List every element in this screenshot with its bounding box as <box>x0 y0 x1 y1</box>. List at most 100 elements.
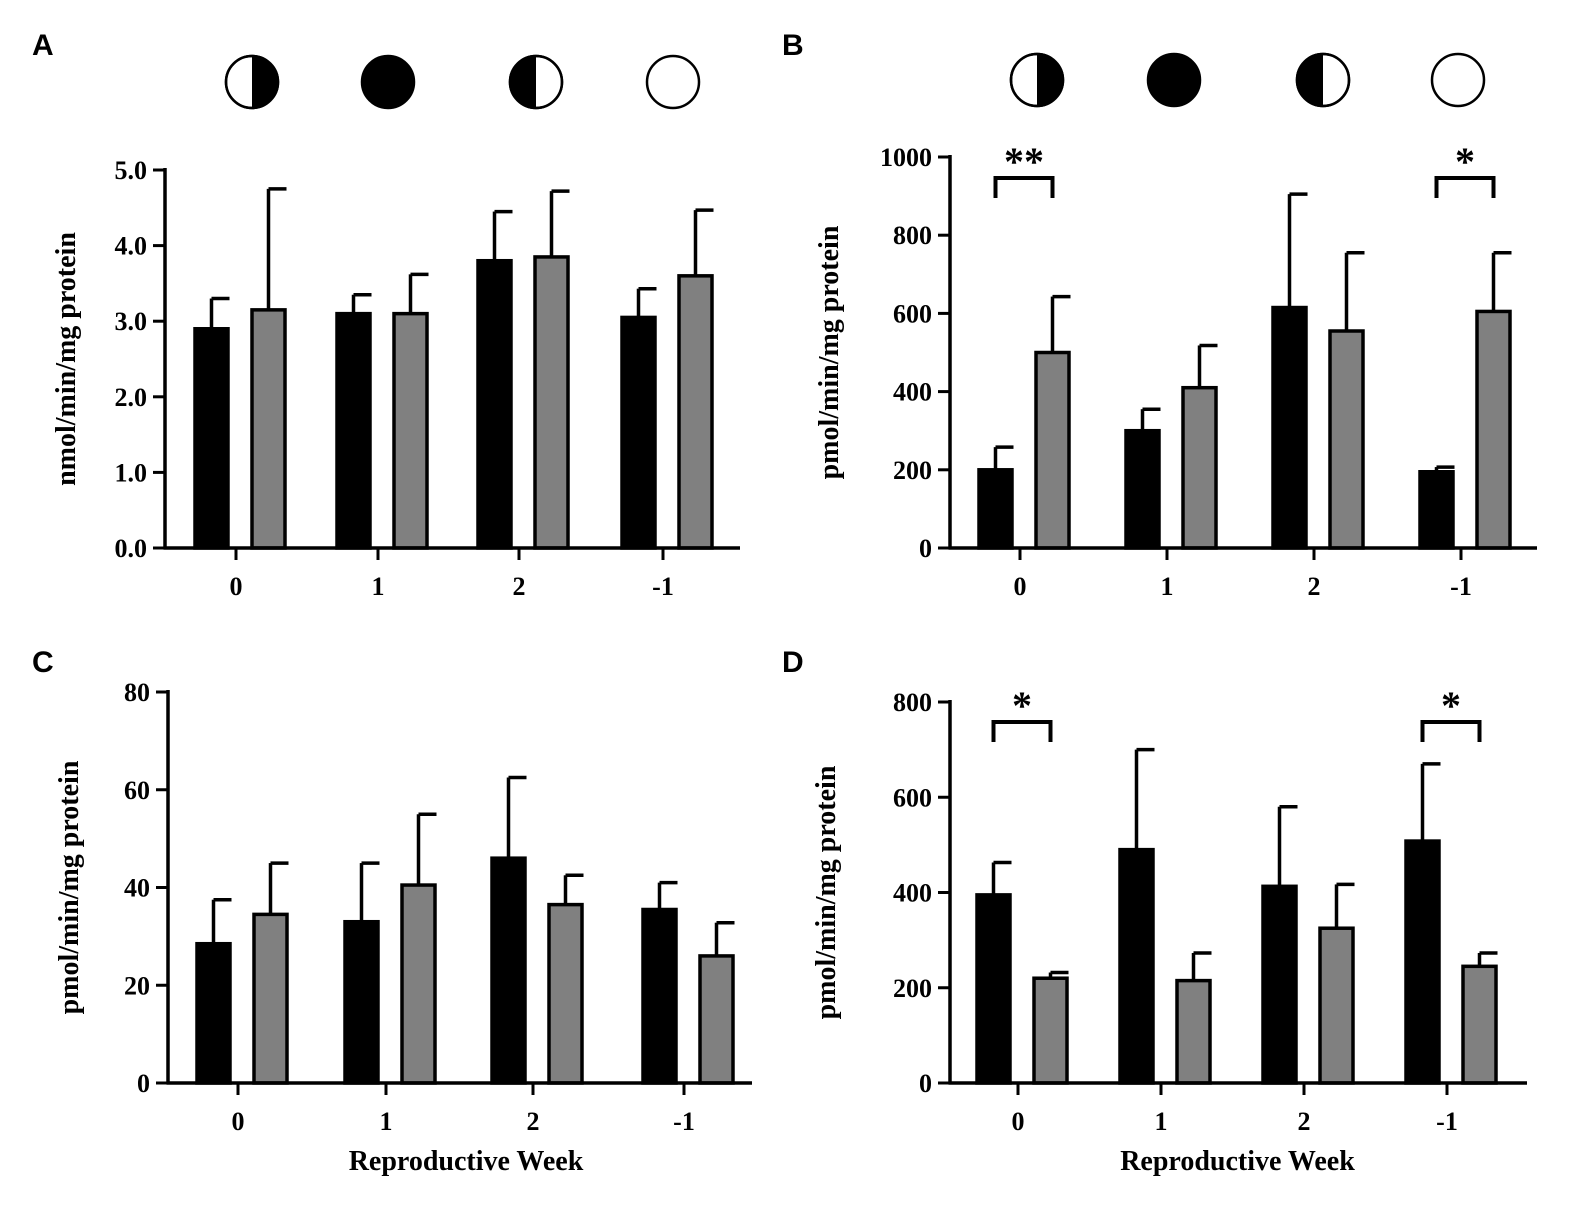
panel-c-bar-black-1 <box>343 919 380 1085</box>
panel-a-ytick-label-5: 5.0 <box>115 156 148 185</box>
panel-b-bar-black-0 <box>977 468 1014 550</box>
panel-a-full-moon-icon-disc <box>645 54 701 110</box>
panel-d-sig-bracket-1 <box>1420 720 1482 742</box>
panel-b-bar-black-2 <box>1271 305 1308 550</box>
panel-c-xtick-label-1: 1 <box>380 1107 393 1136</box>
panel-a-last-quarter-moon-icon-shade <box>510 56 536 108</box>
panel-c-bar-gray-2 <box>547 902 584 1085</box>
panel-a-xtick-label-1: 1 <box>372 572 385 601</box>
panel-b-xtick-label-3: -1 <box>1450 572 1472 601</box>
panel-c-ytick-label-4: 80 <box>124 678 150 707</box>
panel-d-sig-label-0: * <box>1012 683 1032 728</box>
panel-b-bar-gray-2 <box>1328 329 1365 550</box>
panel-b-new-moon-icon-disc <box>1146 52 1202 108</box>
panel-a-ytick-label-1: 1.0 <box>115 458 148 487</box>
panel-c-x-axis-title: Reproductive Week <box>349 1146 584 1177</box>
panel-a-full-moon-icon <box>645 54 701 110</box>
panel-b-ytick-label-4: 800 <box>893 221 932 250</box>
panel-d-ytick-label-4: 800 <box>893 688 932 717</box>
panel-b-new-moon-icon <box>1146 52 1202 108</box>
panel-a-first-quarter-moon-icon <box>224 54 280 110</box>
panel-a-last-quarter-moon-icon-rim <box>508 54 564 110</box>
panel-a-xtick-label-3: -1 <box>652 572 674 601</box>
panel-a-ytick-label-3: 3.0 <box>115 307 148 336</box>
panel-a-xtick-label-0: 0 <box>230 572 243 601</box>
panel-b-ytick-label-5: 1000 <box>880 143 932 172</box>
panel-c-bar-black-0 <box>195 941 232 1085</box>
panel-a-first-quarter-moon-icon-rim <box>224 54 280 110</box>
panel-d-bar-gray-0 <box>1032 976 1069 1085</box>
panel-d-ytick-label-0: 0 <box>919 1069 932 1098</box>
panel-d-sig-bracket-0 <box>991 720 1053 742</box>
panel-b-ytick-label-3: 600 <box>893 299 932 328</box>
panel-b-last-quarter-moon-icon-rim <box>1295 52 1351 108</box>
panel-c-xtick-label-0: 0 <box>232 1107 245 1136</box>
panel-d-sig-label-1: * <box>1441 683 1461 728</box>
panel-b-first-quarter-moon-icon-rim <box>1009 52 1065 108</box>
panel-d-xtick-label-3: -1 <box>1436 1107 1458 1136</box>
panel-b-letter: B <box>782 29 804 62</box>
panel-a-y-axis-title: nmol/min/mg protein <box>51 232 82 486</box>
panel-b-sig-label-0: ** <box>1004 139 1044 184</box>
panel-b-xtick-label-0: 0 <box>1014 572 1027 601</box>
panel-d-y-axis-title: pmol/min/mg protein <box>811 765 842 1019</box>
panel-c-xtick-label-2: 2 <box>527 1107 540 1136</box>
panel-a-ytick-label-2: 2.0 <box>115 383 148 412</box>
panel-a-bar-gray-2 <box>533 255 570 550</box>
panel-c-letter: C <box>32 646 54 679</box>
panel-a-bar-black-1 <box>335 311 372 550</box>
panel-a-first-quarter-moon-icon-shade <box>252 56 278 108</box>
panel-b-bar-black-3 <box>1418 470 1455 550</box>
panel-d-bar-black-2 <box>1261 884 1298 1085</box>
panel-b-ytick-label-0: 0 <box>919 534 932 563</box>
panel-b-bar-gray-1 <box>1181 385 1218 550</box>
panel-c-bar-black-2 <box>490 856 527 1085</box>
panel-d-letter: D <box>782 646 804 679</box>
panel-b-last-quarter-moon-icon <box>1295 52 1351 108</box>
panel-d-bar-black-1 <box>1118 847 1155 1085</box>
panel-d-ytick-label-1: 200 <box>893 974 932 1003</box>
panel-d-bar-gray-3 <box>1461 964 1498 1085</box>
panel-a-bar-gray-1 <box>392 311 429 550</box>
panel-d-xtick-label-2: 2 <box>1298 1107 1311 1136</box>
panel-c-xtick-label-3: -1 <box>673 1107 695 1136</box>
panel-c-bar-gray-0 <box>252 912 289 1085</box>
panel-a-ytick-label-0: 0.0 <box>115 534 148 563</box>
panel-c-ytick-label-1: 20 <box>124 971 150 1000</box>
panel-b-sig-bracket-1 <box>1434 176 1496 198</box>
panel-a-bar-black-2 <box>476 258 513 550</box>
panel-d-bar-gray-1 <box>1175 978 1212 1085</box>
panel-a-bar-gray-0 <box>250 308 287 550</box>
panel-b-sig-label-1: * <box>1455 139 1475 184</box>
panel-b-bar-gray-0 <box>1034 350 1071 550</box>
panel-d-bar-black-0 <box>975 893 1012 1085</box>
panel-b-sig-bracket-0 <box>993 176 1055 198</box>
panel-d-bar-black-3 <box>1404 839 1441 1085</box>
panel-c-ytick-label-0: 0 <box>137 1069 150 1098</box>
panel-a-xtick-label-2: 2 <box>513 572 526 601</box>
panel-a-last-quarter-moon-icon <box>508 54 564 110</box>
panel-b-ytick-label-1: 200 <box>893 456 932 485</box>
panel-a-bar-black-3 <box>620 315 657 550</box>
panel-d-ytick-label-3: 600 <box>893 783 932 812</box>
panel-d-x-axis-title: Reproductive Week <box>1120 1146 1355 1177</box>
panel-c-bar-black-3 <box>641 907 678 1085</box>
panel-c-bar-gray-3 <box>698 954 735 1085</box>
panel-d-ytick-label-2: 400 <box>893 879 932 908</box>
panel-b-xtick-label-2: 2 <box>1308 572 1321 601</box>
panel-b-y-axis-title: pmol/min/mg protein <box>814 225 845 479</box>
panel-b-ytick-label-2: 400 <box>893 378 932 407</box>
panel-d-xtick-label-0: 0 <box>1012 1107 1025 1136</box>
panel-a-letter: A <box>32 29 54 62</box>
panel-a-bar-gray-3 <box>677 274 714 550</box>
panel-b-bar-gray-3 <box>1475 309 1512 550</box>
panel-b-first-quarter-moon-icon-shade <box>1037 54 1063 106</box>
panel-c-ytick-label-3: 60 <box>124 776 150 805</box>
panel-c-y-axis-title: pmol/min/mg protein <box>54 760 85 1014</box>
panel-c-ytick-label-2: 40 <box>124 874 150 903</box>
panel-c-bar-gray-1 <box>400 883 437 1085</box>
panel-a-new-moon-icon-disc <box>360 54 416 110</box>
panel-b-full-moon-icon <box>1430 52 1486 108</box>
panel-b-full-moon-icon-disc <box>1430 52 1486 108</box>
